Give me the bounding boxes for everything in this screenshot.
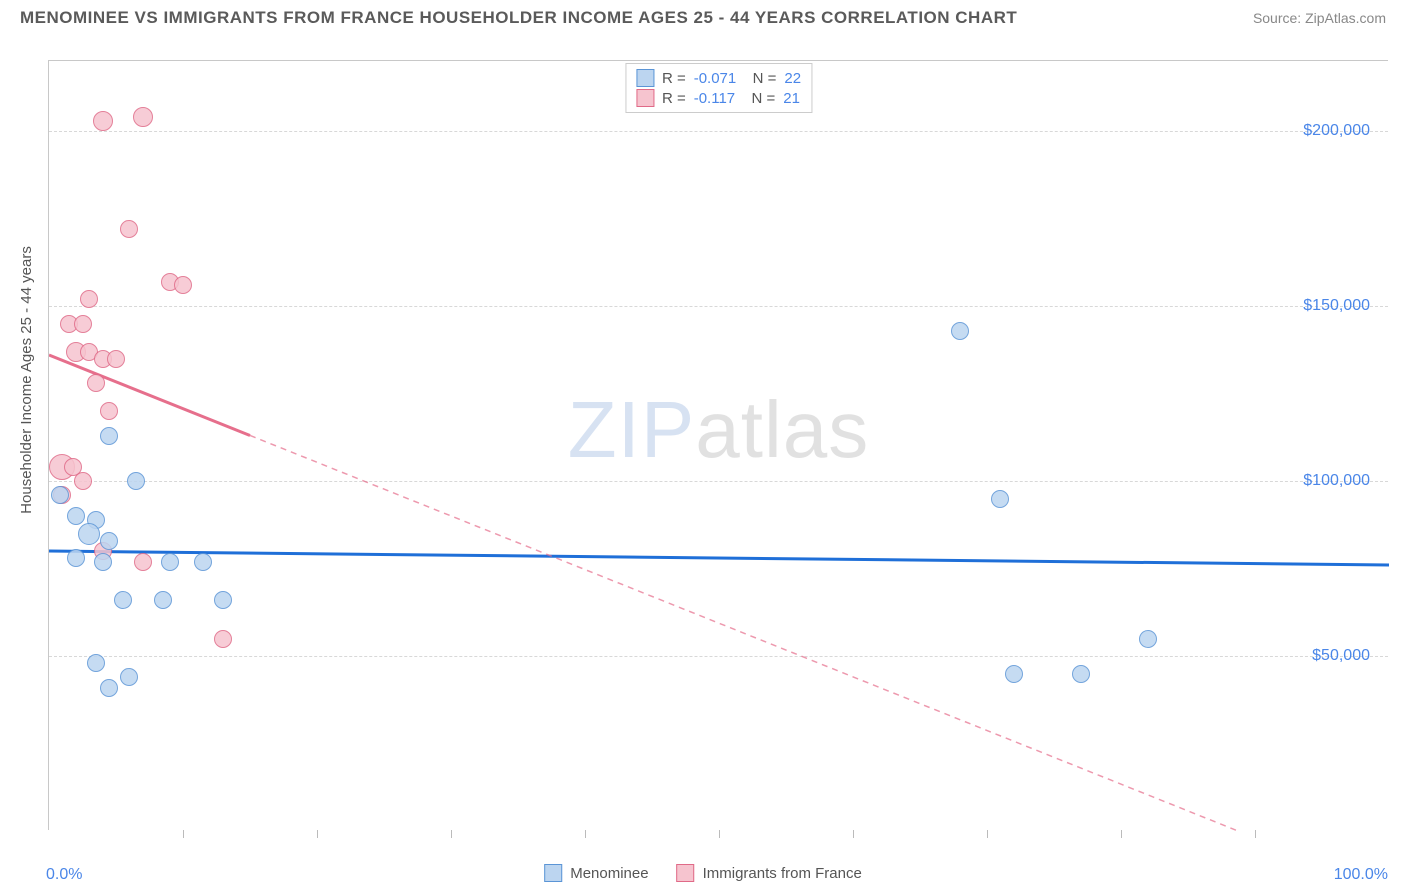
data-point xyxy=(100,427,118,445)
watermark: ZIPatlas xyxy=(568,384,869,476)
data-point xyxy=(100,679,118,697)
stat-r-label: R = xyxy=(662,70,686,87)
source-label: Source: ZipAtlas.com xyxy=(1253,10,1386,26)
stat-r-value-0: -0.071 xyxy=(694,70,737,87)
data-point xyxy=(114,591,132,609)
stat-n-label: N = xyxy=(744,70,776,87)
legend-label-menominee: Menominee xyxy=(570,865,648,882)
data-point xyxy=(87,374,105,392)
chart-title: MENOMINEE VS IMMIGRANTS FROM FRANCE HOUS… xyxy=(20,8,1017,28)
data-point xyxy=(94,553,112,571)
legend-item-france: Immigrants from France xyxy=(677,864,862,882)
data-point xyxy=(1072,665,1090,683)
data-point xyxy=(127,472,145,490)
x-tick xyxy=(317,830,318,838)
data-point xyxy=(133,107,153,127)
bottom-legend: Menominee Immigrants from France xyxy=(544,864,862,882)
title-bar: MENOMINEE VS IMMIGRANTS FROM FRANCE HOUS… xyxy=(0,0,1406,34)
data-point xyxy=(107,350,125,368)
data-point xyxy=(991,490,1009,508)
data-point xyxy=(1139,630,1157,648)
x-tick xyxy=(1255,830,1256,838)
data-point xyxy=(194,553,212,571)
stat-n-value-1: 21 xyxy=(783,90,800,107)
data-point xyxy=(74,472,92,490)
gridline xyxy=(49,481,1388,482)
data-point xyxy=(1005,665,1023,683)
x-tick-label-min: 0.0% xyxy=(46,866,82,884)
y-tick-label: $50,000 xyxy=(1312,647,1370,665)
legend-swatch-menominee xyxy=(544,864,562,882)
watermark-zip: ZIP xyxy=(568,385,695,474)
x-tick xyxy=(987,830,988,838)
data-point xyxy=(51,486,69,504)
x-tick-label-max: 100.0% xyxy=(1334,866,1388,884)
swatch-france xyxy=(636,89,654,107)
x-tick xyxy=(451,830,452,838)
data-point xyxy=(214,630,232,648)
x-tick xyxy=(183,830,184,838)
data-point xyxy=(100,402,118,420)
data-point xyxy=(174,276,192,294)
data-point xyxy=(120,220,138,238)
legend-swatch-france xyxy=(677,864,695,882)
data-point xyxy=(67,549,85,567)
plot-area: ZIPatlas R = -0.071 N = 22 R = -0.117 N … xyxy=(48,60,1388,830)
data-point xyxy=(67,507,85,525)
data-point xyxy=(154,591,172,609)
stat-r-label-1: R = xyxy=(662,90,686,107)
trend-lines xyxy=(49,61,1389,831)
stats-legend: R = -0.071 N = 22 R = -0.117 N = 21 xyxy=(625,63,812,113)
data-point xyxy=(214,591,232,609)
data-point xyxy=(93,111,113,131)
data-point xyxy=(100,532,118,550)
legend-item-menominee: Menominee xyxy=(544,864,648,882)
x-tick xyxy=(1121,830,1122,838)
gridline xyxy=(49,656,1388,657)
y-tick-label: $200,000 xyxy=(1303,122,1370,140)
data-point xyxy=(74,315,92,333)
data-point xyxy=(80,290,98,308)
stat-n-value-0: 22 xyxy=(784,70,801,87)
stats-row-france: R = -0.117 N = 21 xyxy=(636,88,801,108)
data-point xyxy=(78,523,100,545)
y-axis-label: Householder Income Ages 25 - 44 years xyxy=(18,246,35,514)
data-point xyxy=(161,553,179,571)
gridline xyxy=(49,131,1388,132)
gridline xyxy=(49,306,1388,307)
stat-n-label-1: N = xyxy=(743,90,775,107)
data-point xyxy=(134,553,152,571)
data-point xyxy=(951,322,969,340)
swatch-menominee xyxy=(636,69,654,87)
x-tick xyxy=(585,830,586,838)
watermark-rest: atlas xyxy=(695,385,869,474)
y-tick-label: $150,000 xyxy=(1303,297,1370,315)
chart-area: ZIPatlas R = -0.071 N = 22 R = -0.117 N … xyxy=(48,60,1388,830)
stats-row-menominee: R = -0.071 N = 22 xyxy=(636,68,801,88)
stat-r-value-1: -0.117 xyxy=(694,90,735,107)
x-tick xyxy=(853,830,854,838)
y-tick-label: $100,000 xyxy=(1303,472,1370,490)
x-tick xyxy=(719,830,720,838)
data-point xyxy=(120,668,138,686)
legend-label-france: Immigrants from France xyxy=(703,865,862,882)
data-point xyxy=(87,654,105,672)
